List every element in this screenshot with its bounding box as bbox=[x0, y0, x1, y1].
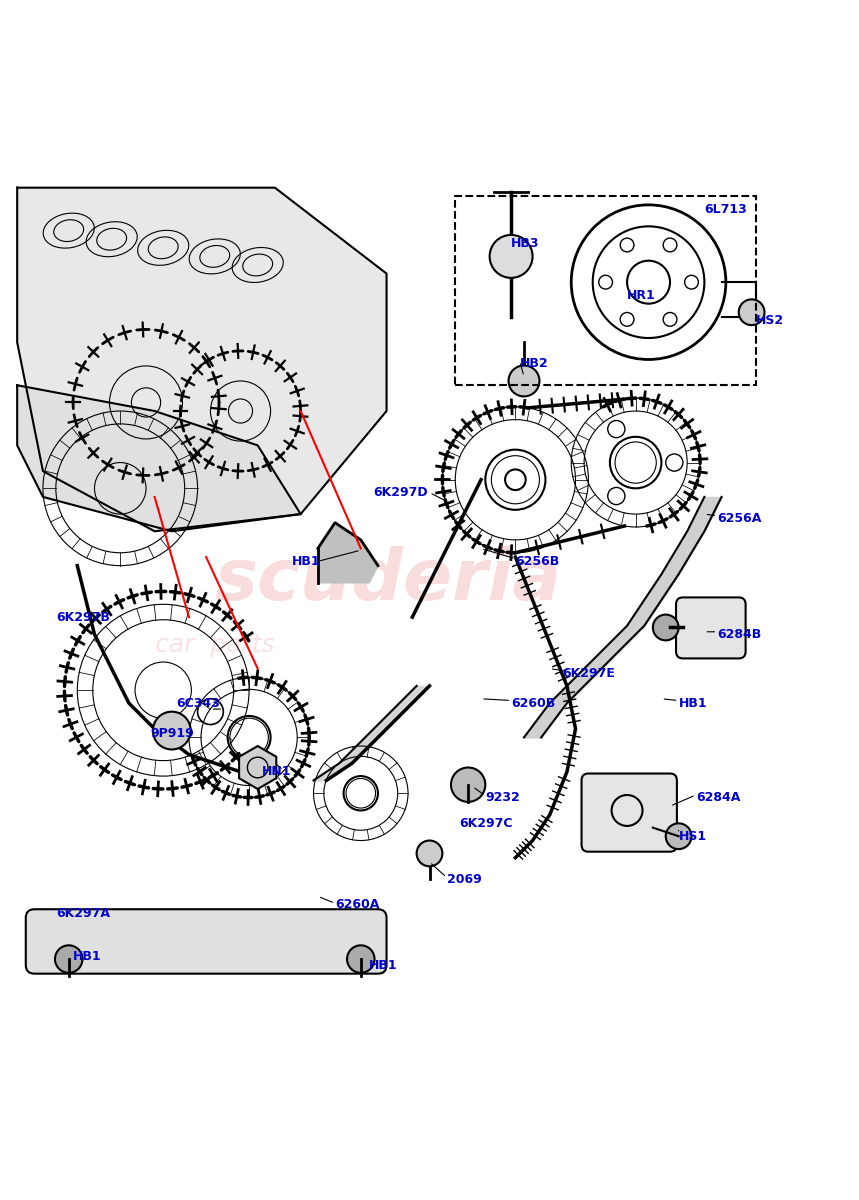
Text: 6K297C: 6K297C bbox=[460, 817, 513, 830]
Circle shape bbox=[666, 823, 691, 850]
Text: 6256B: 6256B bbox=[515, 554, 560, 568]
Text: HB1: HB1 bbox=[73, 950, 101, 962]
Text: 6256A: 6256A bbox=[717, 512, 762, 524]
Text: HB1: HB1 bbox=[369, 959, 398, 972]
Text: 6K297E: 6K297E bbox=[563, 666, 616, 679]
Circle shape bbox=[347, 946, 375, 973]
Circle shape bbox=[451, 768, 485, 802]
Text: HR1: HR1 bbox=[627, 288, 655, 301]
Text: 6260A: 6260A bbox=[335, 899, 380, 912]
Text: 6284B: 6284B bbox=[717, 628, 762, 641]
Bar bbox=[455, 197, 756, 385]
Circle shape bbox=[417, 840, 442, 866]
Text: HB1: HB1 bbox=[292, 554, 320, 568]
Text: HB1: HB1 bbox=[679, 696, 707, 709]
Text: 2069: 2069 bbox=[447, 872, 481, 886]
Text: car  parts: car parts bbox=[155, 632, 274, 656]
Text: 6K297D: 6K297D bbox=[374, 486, 429, 499]
Text: 6C343: 6C343 bbox=[176, 696, 220, 709]
Text: 6260B: 6260B bbox=[511, 696, 556, 709]
Text: 9P919: 9P919 bbox=[150, 727, 194, 739]
Circle shape bbox=[509, 366, 539, 396]
Text: 9232: 9232 bbox=[485, 791, 520, 804]
Circle shape bbox=[490, 235, 533, 278]
Text: HS2: HS2 bbox=[756, 314, 784, 328]
FancyBboxPatch shape bbox=[26, 910, 387, 973]
Text: 6284A: 6284A bbox=[696, 791, 740, 804]
Polygon shape bbox=[17, 385, 301, 532]
Circle shape bbox=[653, 614, 679, 641]
Text: HN1: HN1 bbox=[262, 766, 291, 779]
Text: scuderia: scuderia bbox=[215, 546, 562, 614]
Polygon shape bbox=[17, 187, 387, 532]
Circle shape bbox=[739, 299, 765, 325]
Circle shape bbox=[153, 712, 191, 750]
Text: HS1: HS1 bbox=[679, 829, 707, 842]
Polygon shape bbox=[318, 523, 378, 583]
Text: 6K297A: 6K297A bbox=[56, 907, 110, 920]
Text: 6L713: 6L713 bbox=[704, 203, 747, 216]
FancyBboxPatch shape bbox=[582, 774, 677, 852]
Circle shape bbox=[55, 946, 82, 973]
Text: HB3: HB3 bbox=[511, 238, 539, 250]
Text: 6K297B: 6K297B bbox=[56, 611, 110, 624]
FancyBboxPatch shape bbox=[676, 598, 746, 659]
Text: HB2: HB2 bbox=[520, 358, 548, 371]
